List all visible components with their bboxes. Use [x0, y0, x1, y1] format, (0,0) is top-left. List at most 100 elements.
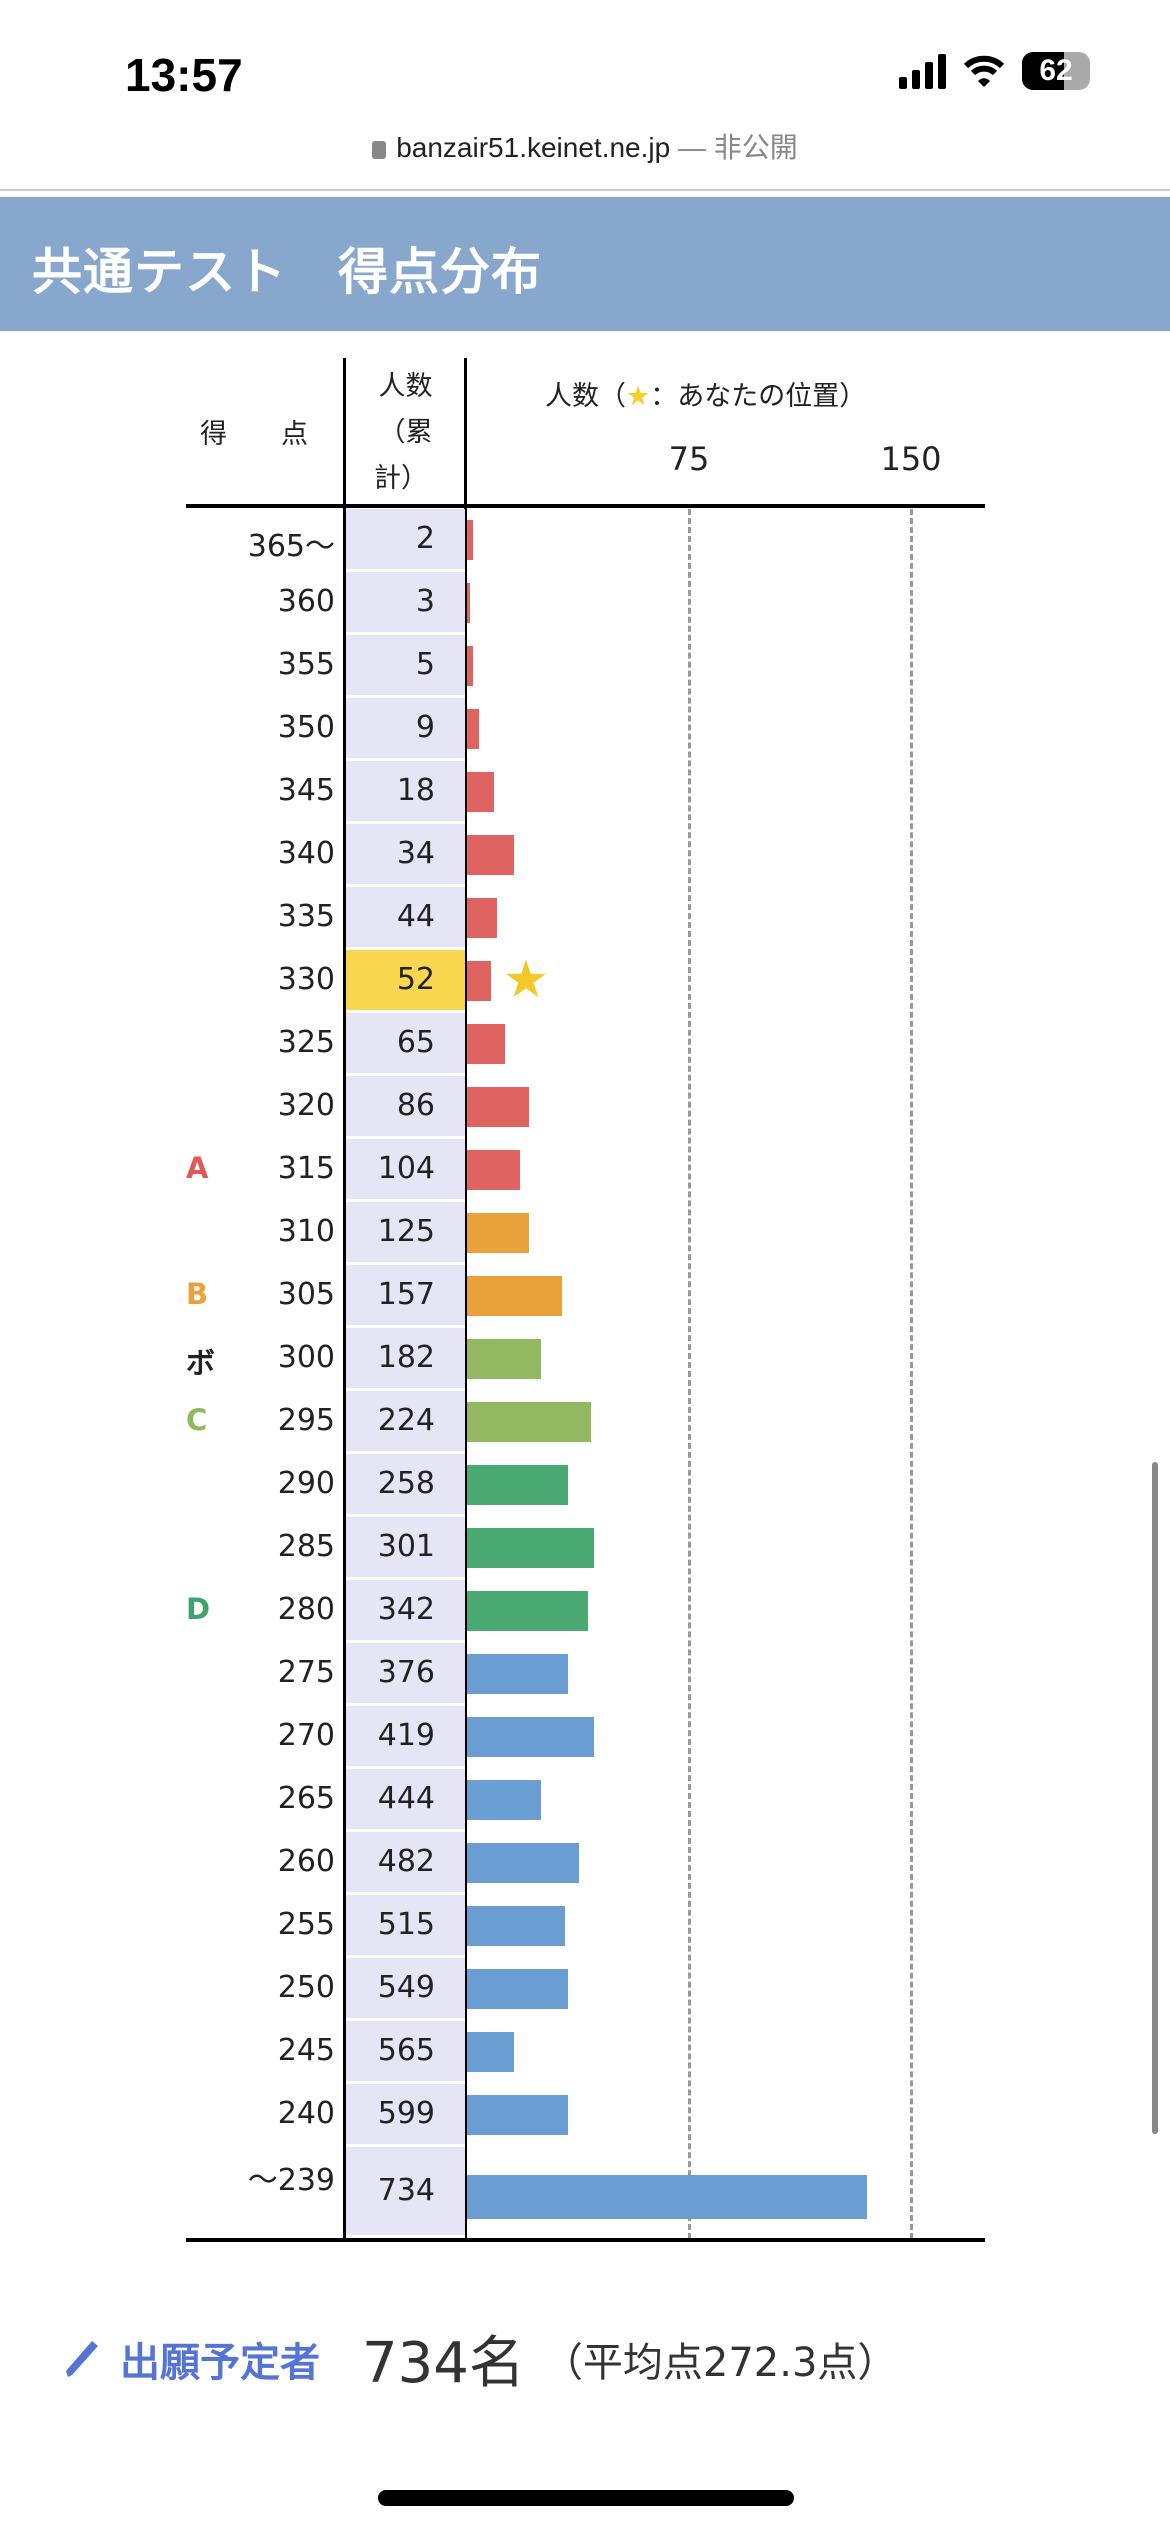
cumulative-count: 444: [346, 1769, 465, 1832]
score-label: 240: [277, 2096, 335, 2131]
distribution-bar: [467, 1150, 521, 1190]
cumulative-count: 34: [346, 824, 465, 887]
distribution-bar: [467, 835, 515, 875]
score-label: 325: [277, 1025, 335, 1060]
lock-icon: [372, 141, 387, 159]
distribution-bar: [467, 709, 479, 749]
distribution-bar: [467, 2095, 568, 2135]
cumulative-count: 734: [346, 2147, 465, 2238]
scrollbar[interactable]: [1152, 1462, 1158, 2134]
cumulative-count: 301: [346, 1517, 465, 1580]
grade-label: ボ: [186, 1346, 216, 1380]
wifi-icon: [964, 55, 1004, 87]
score-label: 275: [277, 1655, 335, 1690]
applicant-summary: 出願予定者 734名 （平均点272.3点）: [62, 2318, 897, 2399]
cumulative-count: 182: [346, 1328, 465, 1391]
distribution-bar: [467, 1843, 580, 1883]
score-label: 〜239: [247, 2163, 335, 2198]
signal-icon: [899, 53, 946, 89]
distribution-bar: [467, 1276, 562, 1316]
score-label: 310: [277, 1214, 335, 1249]
score-label: 365〜: [247, 529, 335, 564]
column-divider: [343, 358, 346, 2242]
distribution-bar: [467, 1717, 595, 1757]
distribution-bar: [467, 1780, 541, 1820]
distribution-bar: [467, 520, 473, 560]
cumulative-count: 65: [346, 1013, 465, 1076]
cumulative-count: 565: [346, 2021, 465, 2084]
distribution-bar: [467, 2175, 867, 2219]
distribution-bar: [467, 1402, 592, 1442]
score-label: 285: [277, 1529, 335, 1564]
status-time: 13:57: [125, 49, 243, 101]
cumulative-count: 44: [346, 887, 465, 950]
pencil-icon: [66, 2340, 98, 2377]
grade-label: C: [186, 1403, 208, 1437]
distribution-bar: [467, 1213, 530, 1253]
score-label: 255: [277, 1907, 335, 1942]
score-label: 305: [277, 1277, 335, 1312]
your-position-star-icon: ★: [502, 950, 550, 1010]
cumulative-count: 104: [346, 1139, 465, 1202]
distribution-bar: [467, 1654, 568, 1694]
grade-label: D: [186, 1592, 211, 1626]
divider: [0, 189, 1170, 191]
score-column-header: 得 点: [200, 419, 308, 450]
score-label: 300: [277, 1340, 335, 1375]
score-label: 330: [277, 962, 335, 997]
grade-label: A: [186, 1151, 209, 1185]
cumulative-count: 549: [346, 1958, 465, 2021]
score-label: 345: [277, 773, 335, 808]
cumulative-header-2: （累: [378, 417, 433, 448]
page-header: [0, 197, 1170, 331]
score-label: 360: [277, 584, 335, 619]
grade-label: B: [186, 1277, 209, 1311]
score-label: 335: [277, 899, 335, 934]
star-icon: ★: [626, 381, 651, 412]
bar-header-label: 人数（: [545, 381, 626, 412]
cumulative-count: 419: [346, 1706, 465, 1769]
cumulative-count: 515: [346, 1895, 465, 1958]
cumulative-count: 482: [346, 1832, 465, 1895]
url-domain: banzair51.keinet.ne.jp: [396, 132, 671, 163]
cumulative-count: 18: [346, 761, 465, 824]
cumulative-count: 5: [346, 635, 465, 698]
distribution-bar: [467, 646, 473, 686]
axis-tick-label: 150: [880, 440, 942, 478]
home-indicator[interactable]: [378, 2490, 794, 2506]
cumulative-count: 224: [346, 1391, 465, 1454]
score-label: 260: [277, 1844, 335, 1879]
cumulative-count: 342: [346, 1580, 465, 1643]
cumulative-header-1: 人数: [378, 371, 433, 402]
score-label: 315: [277, 1151, 335, 1186]
score-label: 245: [277, 2033, 335, 2068]
score-label: 295: [277, 1403, 335, 1438]
axis-tick-label: 75: [668, 440, 710, 478]
distribution-bar: [467, 1339, 541, 1379]
distribution-bar: [467, 1906, 565, 1946]
average-score: （平均点272.3点）: [542, 2339, 898, 2386]
cumulative-count: 2: [346, 509, 465, 572]
column-divider: [464, 358, 467, 2242]
page-title: 共通テスト 得点分布: [32, 243, 542, 301]
cumulative-header-3: 計）: [374, 463, 428, 494]
cumulative-count: 9: [346, 698, 465, 761]
score-label: 340: [277, 836, 335, 871]
address-bar[interactable]: banzair51.keinet.ne.jp — 非公開: [0, 126, 1170, 166]
bar-header-legend: ：あなたの位置）: [650, 381, 867, 412]
cumulative-count: 258: [346, 1454, 465, 1517]
distribution-bar: [467, 961, 491, 1001]
bar-column-header: 人数（★：あなたの位置）: [545, 374, 866, 413]
gridline: [910, 509, 913, 2239]
distribution-bar: [467, 1528, 595, 1568]
applicants-link[interactable]: 出願予定者: [120, 2339, 320, 2386]
status-icons: 62: [899, 52, 1090, 90]
score-label: 355: [277, 647, 335, 682]
score-label: 270: [277, 1718, 335, 1753]
cumulative-count: 376: [346, 1643, 465, 1706]
score-label: 320: [277, 1088, 335, 1123]
applicant-count: 734名: [362, 2331, 525, 2396]
score-label: 265: [277, 1781, 335, 1816]
url-separator: —: [677, 132, 706, 163]
table-top-rule: [186, 504, 985, 508]
